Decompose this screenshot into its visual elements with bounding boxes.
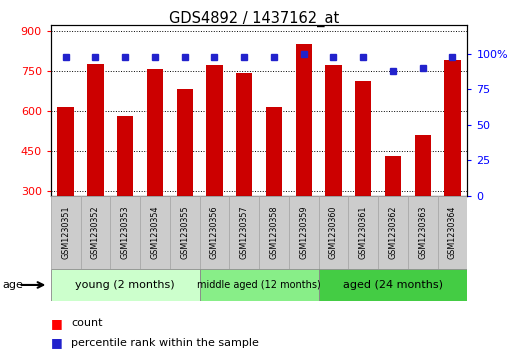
Bar	[170, 196, 200, 269]
Bar	[57, 107, 74, 196]
Bar	[266, 107, 282, 196]
Text: GSM1230358: GSM1230358	[269, 205, 278, 259]
Text: GSM1230363: GSM1230363	[418, 205, 427, 259]
Bar	[289, 196, 319, 269]
Text: GSM1230361: GSM1230361	[359, 205, 368, 259]
Text: GSM1230356: GSM1230356	[210, 205, 219, 259]
Bar	[51, 269, 200, 301]
Bar	[206, 65, 223, 196]
Bar	[200, 269, 319, 301]
Bar	[319, 269, 467, 301]
Bar	[81, 196, 110, 269]
Bar	[385, 156, 401, 196]
Bar	[259, 196, 289, 269]
Bar	[147, 69, 163, 196]
Bar	[229, 196, 259, 269]
Bar	[51, 196, 81, 269]
Text: GSM1230359: GSM1230359	[299, 205, 308, 259]
Text: ■: ■	[51, 317, 62, 330]
Bar	[87, 64, 104, 196]
Bar	[444, 60, 461, 196]
Bar	[236, 73, 252, 196]
Bar	[437, 196, 467, 269]
Text: GSM1230353: GSM1230353	[121, 205, 130, 259]
Bar	[319, 196, 348, 269]
Bar	[200, 196, 229, 269]
Text: aged (24 months): aged (24 months)	[343, 280, 443, 290]
Bar	[348, 196, 378, 269]
Text: middle aged (12 months): middle aged (12 months)	[197, 280, 321, 290]
Text: ■: ■	[51, 337, 62, 350]
Text: GSM1230351: GSM1230351	[61, 205, 70, 259]
Text: GSM1230354: GSM1230354	[150, 205, 160, 259]
Text: GSM1230355: GSM1230355	[180, 205, 189, 259]
Bar	[296, 44, 312, 196]
Bar	[408, 196, 437, 269]
Bar	[378, 196, 408, 269]
Text: age: age	[3, 280, 23, 290]
Bar	[140, 196, 170, 269]
Text: young (2 months): young (2 months)	[75, 280, 175, 290]
Bar	[176, 89, 193, 196]
Bar	[325, 65, 342, 196]
Text: GSM1230364: GSM1230364	[448, 205, 457, 259]
Bar	[415, 135, 431, 196]
Bar	[355, 81, 371, 196]
Text: GSM1230362: GSM1230362	[389, 205, 397, 259]
Text: GDS4892 / 1437162_at: GDS4892 / 1437162_at	[169, 11, 339, 27]
Text: GSM1230360: GSM1230360	[329, 205, 338, 259]
Text: GSM1230352: GSM1230352	[91, 205, 100, 259]
Bar	[110, 196, 140, 269]
Text: percentile rank within the sample: percentile rank within the sample	[71, 338, 259, 348]
Text: GSM1230357: GSM1230357	[240, 205, 249, 259]
Text: count: count	[71, 318, 103, 328]
Bar	[117, 116, 134, 196]
